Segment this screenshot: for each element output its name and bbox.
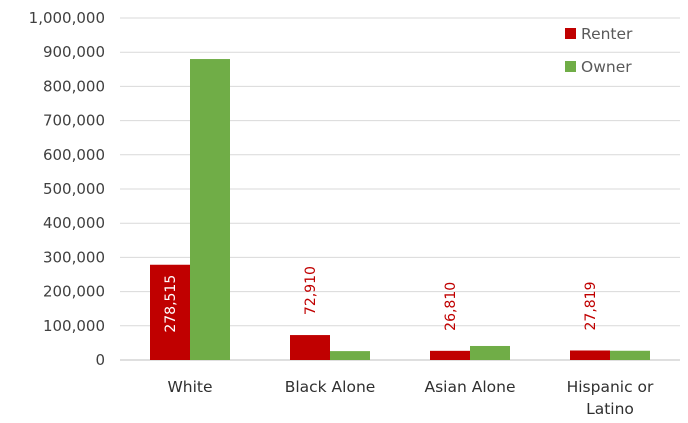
bar-owner xyxy=(470,345,510,360)
y-axis-tick-labels: 0 100,000 200,000 300,000 400,000 500,000 600,… xyxy=(29,9,105,369)
bar-owner xyxy=(610,350,650,360)
legend-label-owner: Owner xyxy=(581,58,632,76)
y-tick-label: 900,000 xyxy=(43,43,105,61)
data-label-renter: 278,515 xyxy=(163,275,179,333)
bars xyxy=(150,59,650,360)
legend-swatch-renter xyxy=(565,28,576,39)
bar-owner xyxy=(190,59,230,360)
legend: Renter Owner xyxy=(565,25,633,76)
x-category-label: Asian Alone xyxy=(425,378,516,396)
bar-renter xyxy=(570,350,610,360)
x-category-label: White xyxy=(167,378,212,396)
y-tick-label: 500,000 xyxy=(43,180,105,198)
y-tick-label: 700,000 xyxy=(43,112,105,130)
data-label-renter: 26,810 xyxy=(443,282,459,331)
data-label-renter: 27,819 xyxy=(583,281,599,330)
legend-label-renter: Renter xyxy=(581,25,633,43)
y-tick-label: 200,000 xyxy=(43,283,105,301)
y-tick-label: 400,000 xyxy=(43,214,105,232)
x-category-label: Black Alone xyxy=(285,378,376,396)
bar-renter xyxy=(150,264,190,360)
y-tick-label: 0 xyxy=(95,351,105,369)
y-tick-label: 100,000 xyxy=(43,317,105,335)
y-tick-label: 800,000 xyxy=(43,77,105,95)
data-labels: 278,515 72,910 26,810 27,819 xyxy=(163,266,599,333)
x-category-label: Hispanic or Latino xyxy=(567,378,654,418)
data-label-renter: 72,910 xyxy=(303,266,319,315)
y-tick-label: 300,000 xyxy=(43,248,105,266)
bar-owner xyxy=(330,351,370,360)
bar-renter xyxy=(430,350,470,360)
bar-renter xyxy=(290,335,330,360)
legend-swatch-owner xyxy=(565,61,576,72)
y-tick-label: 1,000,000 xyxy=(29,9,105,27)
y-tick-label: 600,000 xyxy=(43,146,105,164)
x-axis-category-labels: White Black Alone Asian Alone Hispanic or La… xyxy=(167,378,654,418)
